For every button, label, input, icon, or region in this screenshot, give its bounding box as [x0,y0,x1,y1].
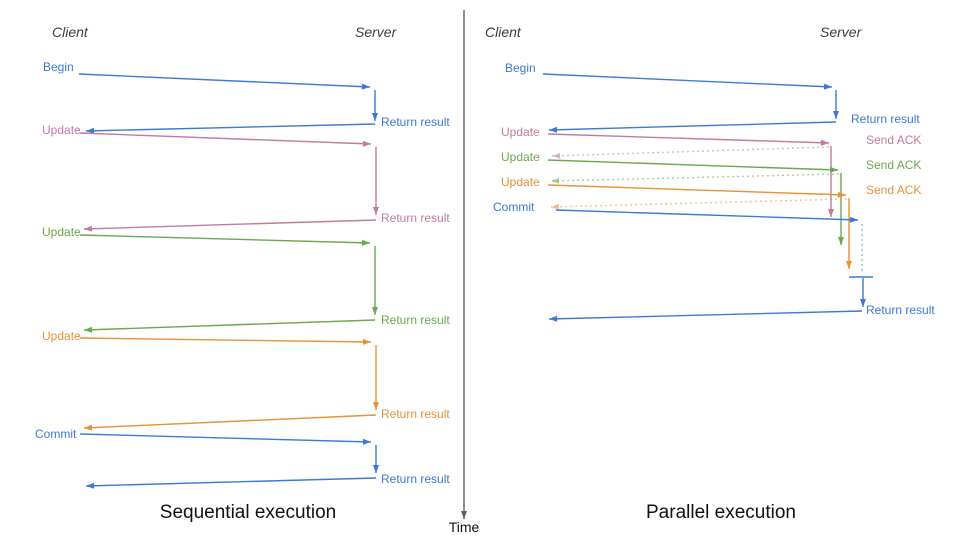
return-result-label: Return result [381,211,450,225]
update1-ack-line [551,146,830,157]
update1-processing-arrowhead-icon [373,207,379,215]
update2-request-arrowhead-icon [829,166,838,173]
begin-request-arrowhead-icon [823,83,832,90]
return-result-label: Return result [381,472,450,486]
update2-processing-arrowhead-icon [372,307,378,315]
return-result-label: Return result [381,407,450,421]
parallel-client-header: Client [485,24,521,40]
update3-processing-arrowhead-icon [846,261,852,269]
update-label: Update [501,150,540,164]
update1-request-line [79,132,372,145]
send-ack-label: Send ACK [866,183,922,197]
commit-request-arrowhead-icon [849,216,858,223]
update3-ack-line [550,198,848,208]
update1-response-arrowhead-icon [84,225,93,232]
update3-ack-arrowhead-icon [551,203,560,210]
return-result-label: Return result [381,115,450,129]
send-ack-label: Send ACK [866,158,922,172]
update1-request-line [547,133,830,144]
commit-request-line [79,433,372,443]
update-label: Update [501,175,540,189]
commit-response-line [85,477,377,487]
begin-request-arrowhead-icon [361,83,370,90]
time-axis-label: Time [448,519,480,535]
begin-processing-arrowhead-icon [372,113,378,121]
update1-ack-arrowhead-icon [552,152,561,159]
commit-label: Commit [35,427,77,441]
sequential-client-header: Client [52,24,88,40]
sequential-panel-title: Sequential execution [159,502,337,523]
commit-request-arrowhead-icon [362,438,371,445]
commit-response-arrowhead-icon [86,482,95,489]
commit-response-line [548,310,863,320]
update1-request-arrowhead-icon [362,140,371,147]
begin-request-line [78,73,371,88]
begin-request-line [542,73,833,88]
update3-response-line [83,414,377,429]
update2-ack-arrowhead-icon [551,177,560,184]
parallel-server-header: Server [820,24,862,40]
update2-response-arrowhead-icon [84,326,93,333]
update-label: Update [42,329,81,343]
update3-processing-arrowhead-icon [373,402,379,410]
return-result-label: Return result [851,112,920,126]
return-result-label: Return result [381,313,450,327]
update3-request-line [79,337,372,343]
update2-request-line [547,159,839,171]
parallel-panel-title: Parallel execution [646,502,796,523]
update1-request-arrowhead-icon [820,139,829,146]
commit-processing-arrowhead-icon [373,465,379,473]
update3-request-arrowhead-icon [837,191,846,198]
return-result-label: Return result [866,303,935,317]
begin-response-arrowhead-icon [86,127,95,134]
begin-response-arrowhead-icon [549,126,558,133]
update3-request-arrowhead-icon [362,338,371,345]
commit-response-arrowhead-icon [549,315,558,322]
begin-label: Begin [43,60,74,74]
update-label: Update [42,123,81,137]
update2-processing-arrowhead-icon [838,237,844,245]
sequential-server-header: Server [355,24,397,40]
begin-processing-arrowhead-icon [833,111,839,119]
update-label: Update [501,125,540,139]
send-ack-label: Send ACK [866,133,922,147]
commit-request-line [555,209,859,221]
update3-response-arrowhead-icon [84,424,93,431]
update2-request-arrowhead-icon [361,239,370,246]
update2-ack-line [550,173,840,182]
update2-request-line [79,234,371,244]
update1-processing-arrowhead-icon [828,209,834,217]
update-label: Update [42,225,81,239]
begin-response-line [85,123,376,132]
commit-processing-arrowhead-icon [860,299,866,307]
update1-response-line [83,219,377,230]
update2-response-line [83,319,376,331]
time-axis-arrowhead-icon [461,511,467,519]
begin-label: Begin [505,61,536,75]
begin-response-line [548,121,837,131]
commit-label: Commit [493,200,535,214]
update3-request-line [547,184,847,196]
